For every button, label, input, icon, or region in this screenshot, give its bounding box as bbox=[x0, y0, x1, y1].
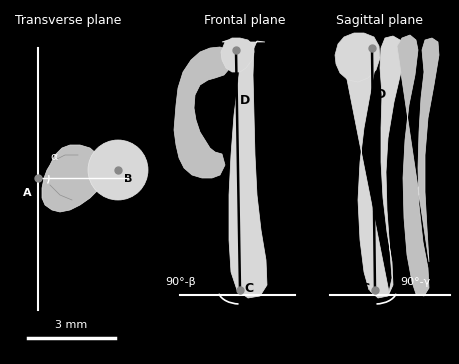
Text: D: D bbox=[240, 94, 250, 107]
Polygon shape bbox=[174, 47, 231, 178]
Text: A: A bbox=[23, 188, 32, 198]
Text: 3 mm: 3 mm bbox=[55, 320, 87, 330]
Text: Transverse plane: Transverse plane bbox=[15, 14, 121, 27]
Text: 90°-β: 90°-β bbox=[165, 277, 196, 287]
Text: Frontal plane: Frontal plane bbox=[204, 14, 285, 27]
Polygon shape bbox=[339, 34, 403, 298]
Text: 90°-γ: 90°-γ bbox=[399, 277, 429, 287]
Polygon shape bbox=[396, 35, 438, 296]
Polygon shape bbox=[220, 38, 253, 72]
Text: Sagittal plane: Sagittal plane bbox=[336, 14, 423, 27]
Text: C: C bbox=[243, 282, 252, 295]
Text: D: D bbox=[375, 88, 386, 102]
Text: C: C bbox=[360, 282, 369, 295]
Text: B: B bbox=[124, 174, 132, 184]
Polygon shape bbox=[222, 40, 266, 298]
Polygon shape bbox=[334, 33, 379, 82]
Text: α: α bbox=[50, 152, 57, 162]
Circle shape bbox=[88, 140, 148, 200]
Polygon shape bbox=[42, 145, 105, 212]
